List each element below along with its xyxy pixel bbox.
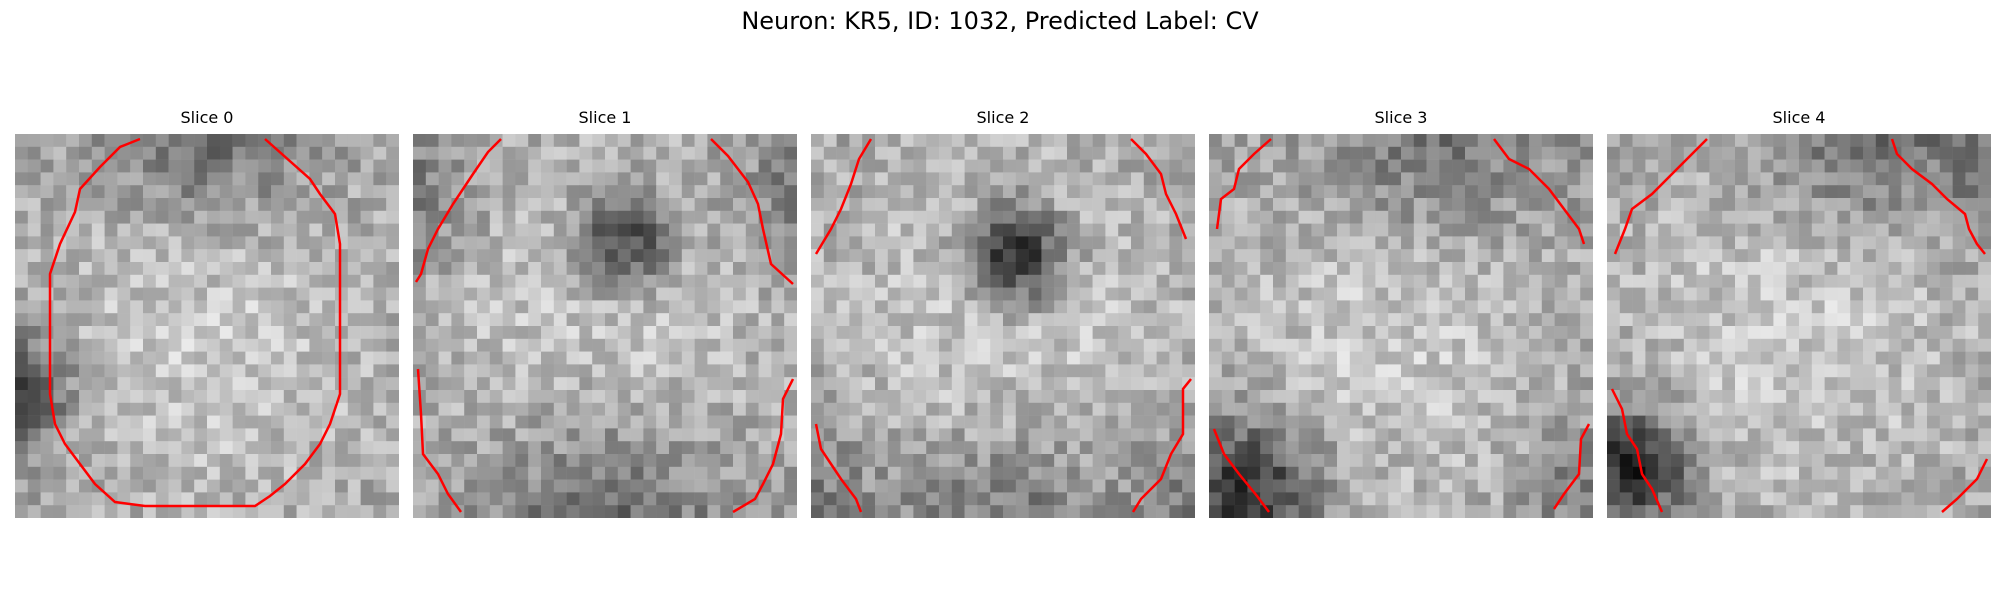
- grayscale-pixel-grid: [413, 134, 797, 518]
- grayscale-pixel-grid: [811, 134, 1195, 518]
- slice-image: [413, 134, 797, 518]
- slice-panel-4: Slice 4: [1607, 108, 1991, 518]
- slice-image: [1209, 134, 1593, 518]
- slice-image: [1607, 134, 1991, 518]
- slice-panel-2: Slice 2: [811, 108, 1195, 518]
- red-contour-overlay: [48, 137, 342, 508]
- slice-title: Slice 0: [180, 108, 234, 127]
- slice-panel-3: Slice 3: [1209, 108, 1593, 518]
- red-contour-overlay: [814, 138, 1192, 513]
- figure-title: Neuron: KR5, ID: 1032, Predicted Label: …: [741, 7, 1259, 35]
- slice-title: Slice 1: [578, 108, 632, 127]
- slice-image: [15, 134, 399, 518]
- slice-title: Slice 2: [976, 108, 1030, 127]
- slice-title: Slice 4: [1772, 108, 1826, 127]
- slice-title: Slice 3: [1374, 108, 1428, 127]
- red-contour-overlay: [1610, 138, 1989, 513]
- slice-panel-0: Slice 0: [15, 108, 399, 518]
- grayscale-pixel-grid: [1209, 134, 1593, 518]
- slice-image: [811, 134, 1195, 518]
- red-contour-overlay: [1212, 138, 1591, 513]
- slice-panel-1: Slice 1: [413, 108, 797, 518]
- red-contour-overlay: [414, 138, 795, 514]
